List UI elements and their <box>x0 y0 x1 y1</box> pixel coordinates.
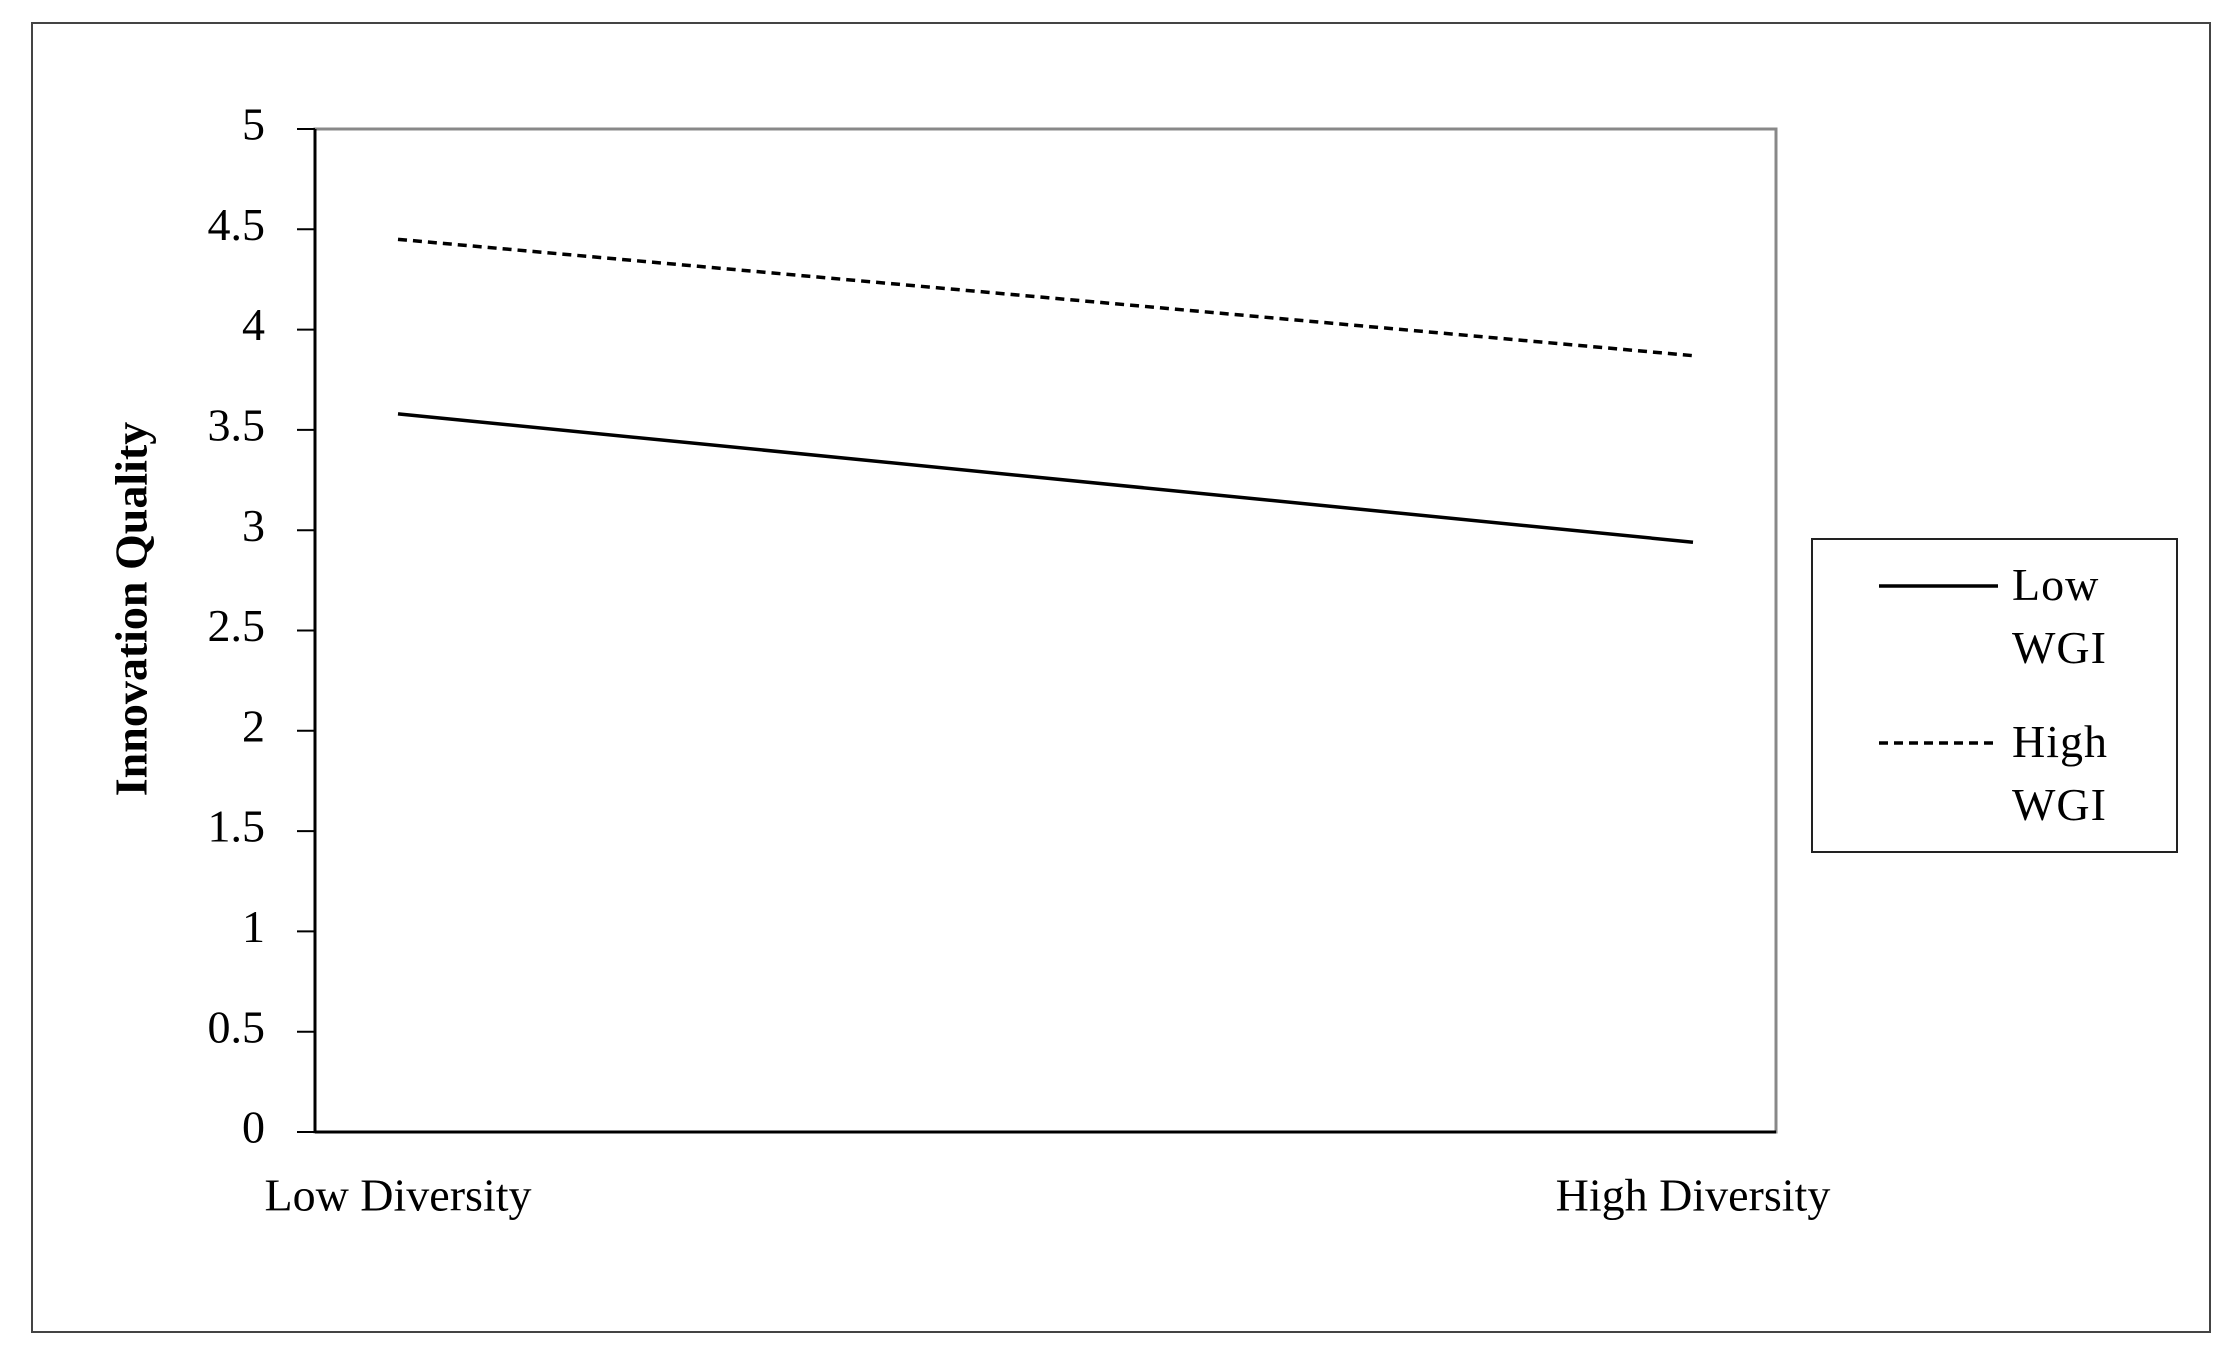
chart-border <box>31 22 2211 1333</box>
y-tick-label: 1 <box>242 901 265 952</box>
series-line <box>397 237 1694 358</box>
y-tick-label: 2 <box>242 700 265 751</box>
legend-box <box>1811 538 2178 853</box>
y-tick-label: 3.5 <box>208 399 266 450</box>
y-tick-label: 0 <box>242 1102 265 1153</box>
y-tick-label: 3 <box>242 500 265 551</box>
y-tick-label: 5 <box>242 99 265 150</box>
y-tick-label: 4 <box>242 299 265 350</box>
legend-label: High WGI <box>2012 716 2108 830</box>
x-tick-label: High Diversity <box>1556 1170 1831 1221</box>
x-tick-label: Low Diversity <box>264 1170 531 1221</box>
y-tick-label: 0.5 <box>208 1001 266 1052</box>
legend-label: Low WGI <box>2012 559 2107 673</box>
plot-area <box>313 127 1778 1134</box>
y-tick-label: 1.5 <box>208 801 266 852</box>
y-tick-label: 4.5 <box>208 199 266 250</box>
series-line <box>397 412 1694 544</box>
y-tick-label: 2.5 <box>208 600 266 651</box>
y-axis-label: Innovation Quality <box>106 422 157 797</box>
